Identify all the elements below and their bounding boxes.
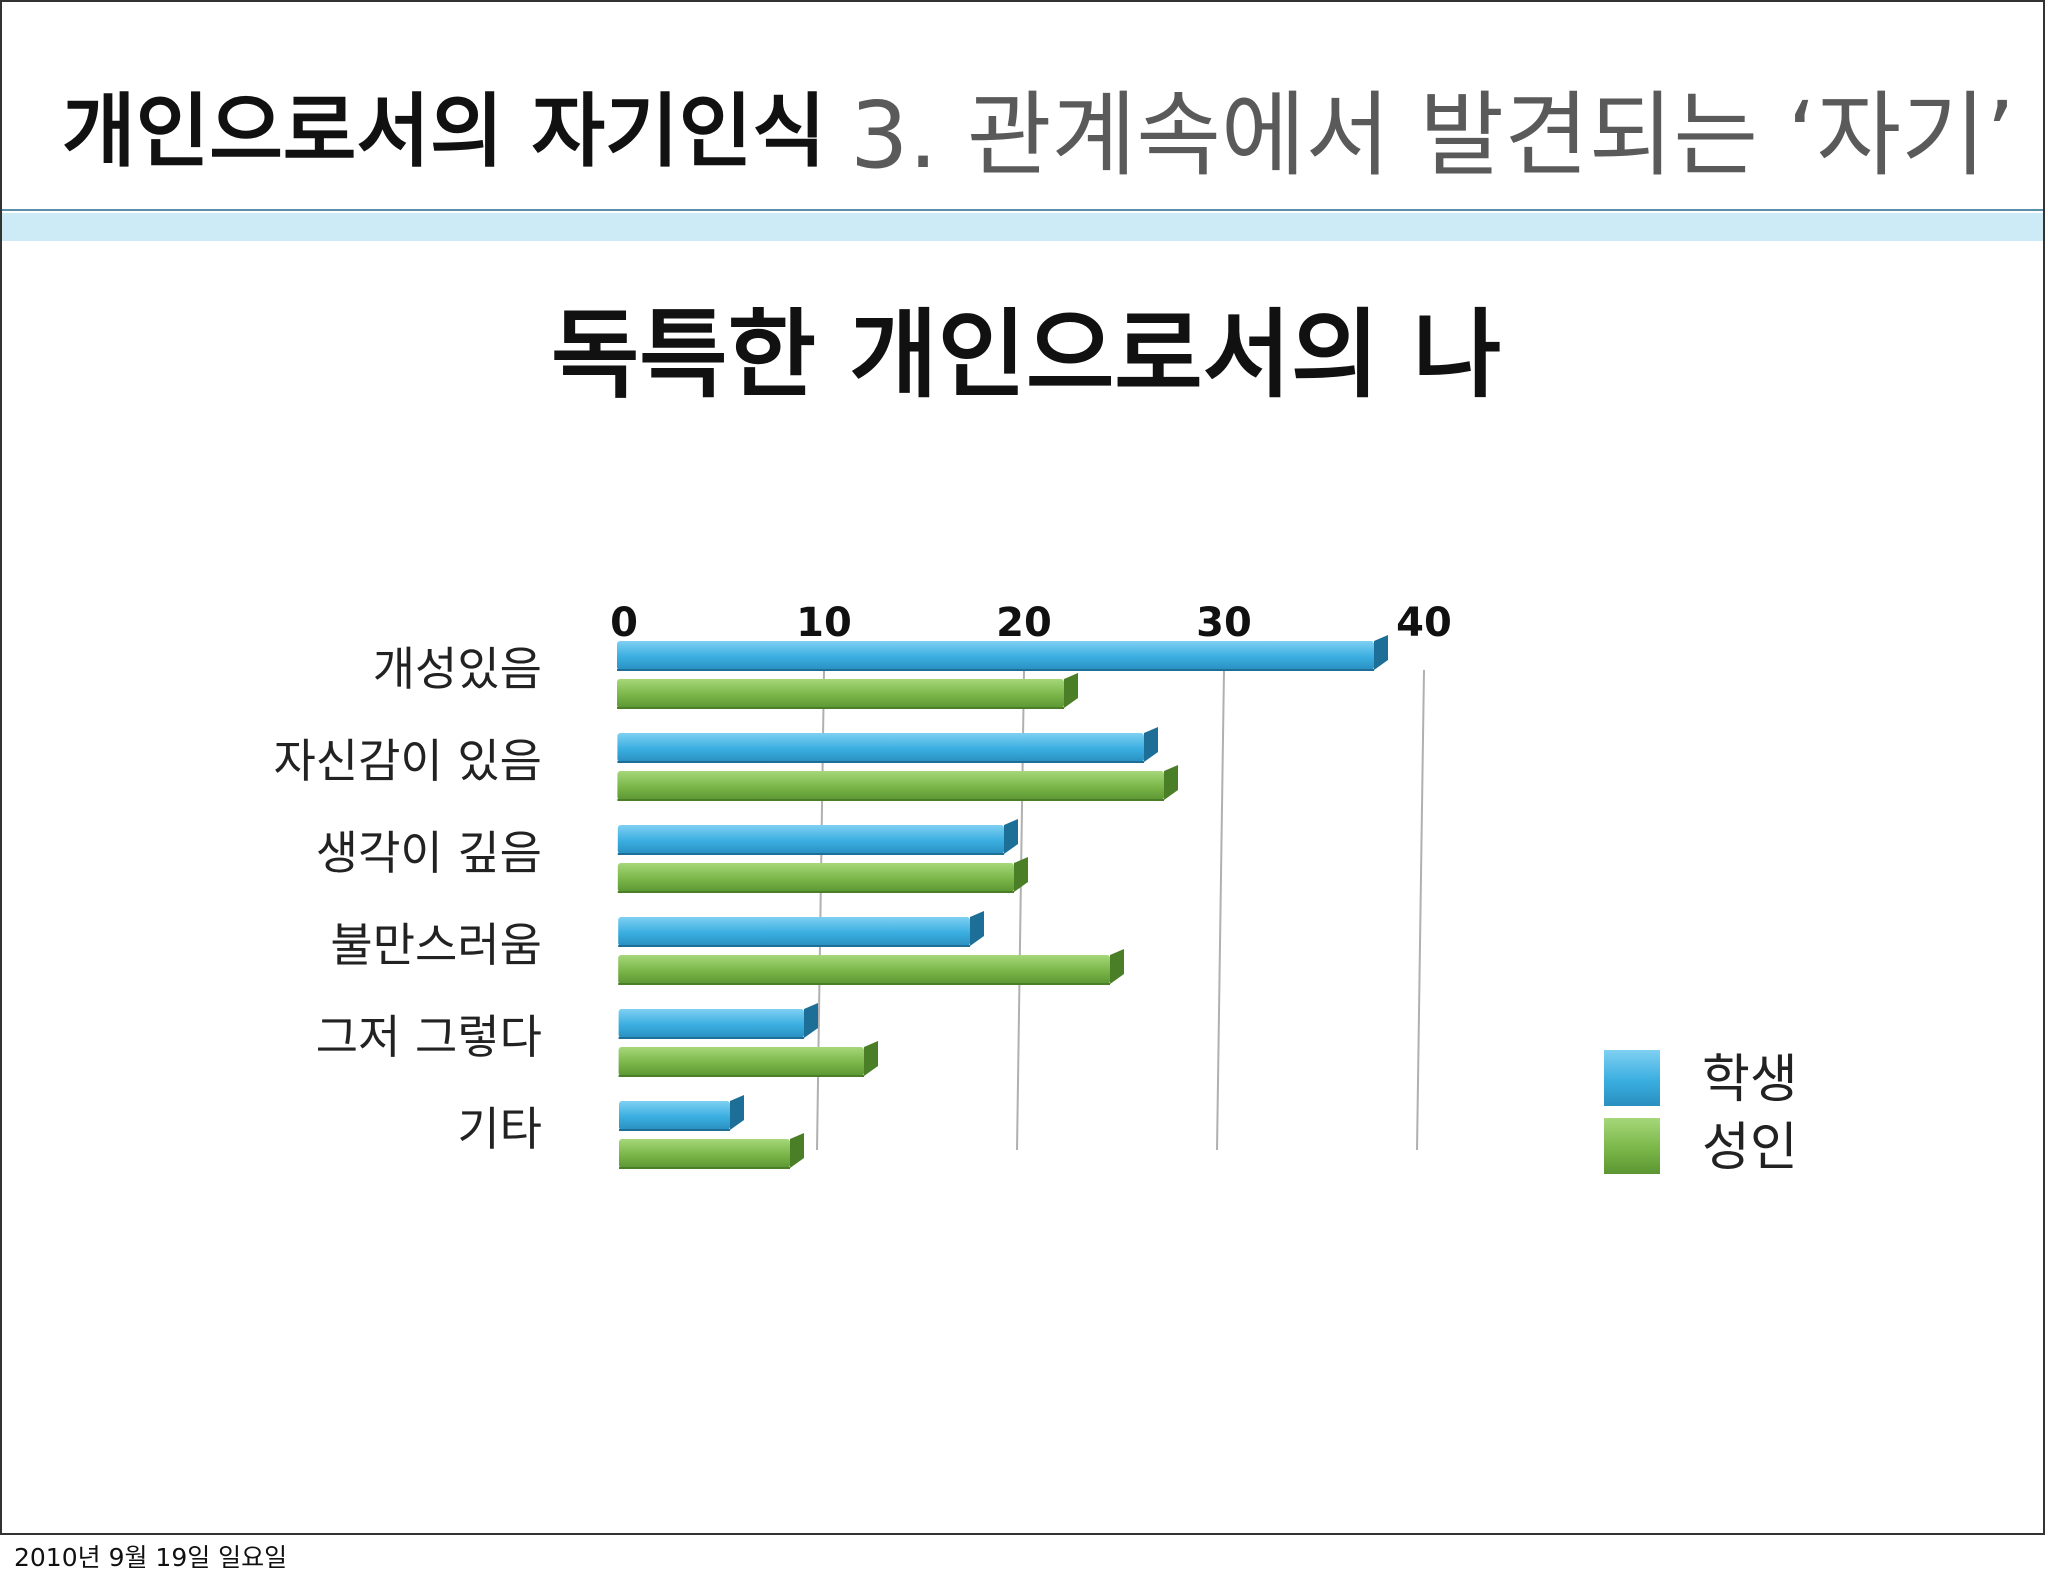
x-tick-label: 30 [1196, 600, 1252, 646]
category-label: 자신감이 있음 [273, 734, 542, 788]
bar-adult [619, 1133, 804, 1169]
chart-title: 독특한 개인으로서의 나 [550, 299, 1502, 411]
footer-date: 2010년 9월 19일 일요일 [14, 1543, 288, 1572]
gridline [1416, 669, 1425, 1151]
header-section-title: 3. 관계속에서 발견되는 ‘자기’ [849, 82, 2015, 189]
bar-adult [618, 1041, 878, 1077]
x-tick-label: 40 [1396, 600, 1452, 646]
x-tick-label: 10 [796, 600, 852, 646]
gridline [1216, 669, 1225, 1151]
header-title: 개인으로서의 자기인식 [62, 85, 826, 178]
bar-adult [617, 765, 1178, 801]
legend-swatch-student [1604, 1050, 1660, 1106]
header-accent-bar [2, 213, 2043, 241]
bar-student [617, 819, 1018, 855]
category-label: 개성있음 [373, 642, 542, 696]
bar-student [617, 727, 1158, 763]
category-label: 불만스러움 [330, 918, 542, 972]
bar-student [617, 635, 1388, 671]
header-divider [2, 209, 2043, 211]
bar-adult [618, 949, 1124, 985]
slide: 개인으로서의 자기인식 3. 관계속에서 발견되는 ‘자기’ 독특한 개인으로서… [0, 0, 2045, 1535]
category-label: 생각이 깊음 [316, 826, 542, 880]
legend-label-student: 학생 [1702, 1050, 1798, 1110]
legend-swatch-adult [1604, 1118, 1660, 1174]
bar-student [618, 1003, 818, 1039]
x-tick-label: 20 [996, 600, 1052, 646]
bar-student [618, 911, 984, 947]
bar-student [619, 1095, 744, 1131]
x-tick-label: 0 [610, 600, 638, 646]
bar-adult [617, 673, 1078, 709]
category-label: 그저 그렇다 [316, 1010, 542, 1064]
legend-label-adult: 성인 [1702, 1118, 1798, 1178]
bar-adult [617, 857, 1028, 893]
category-label: 기타 [457, 1102, 542, 1156]
